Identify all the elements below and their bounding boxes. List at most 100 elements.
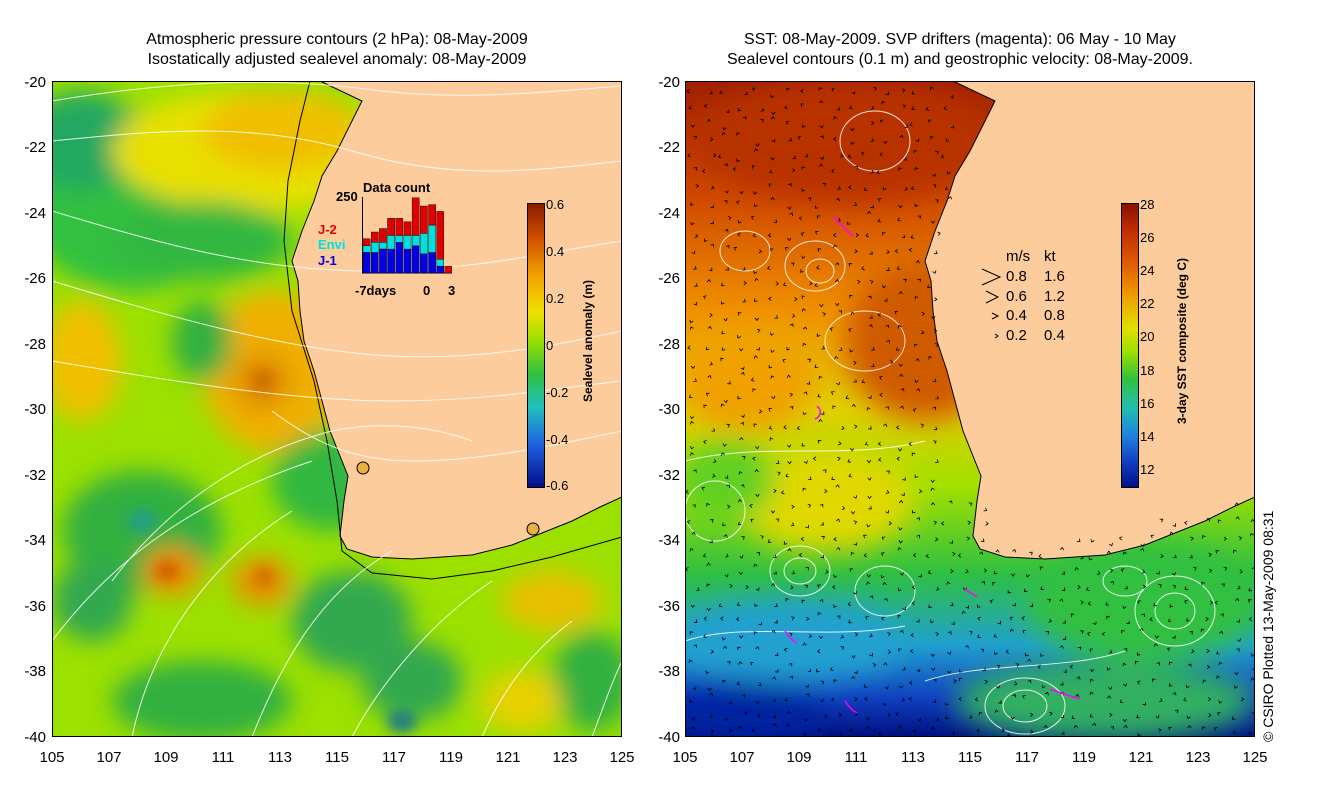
velocity-arrow	[910, 185, 915, 190]
velocity-arrow	[948, 196, 953, 200]
velocity-arrow	[755, 493, 760, 498]
velocity-arrow	[1049, 711, 1053, 716]
velocity-arrow	[736, 132, 741, 136]
velocity-arrow	[1080, 600, 1084, 605]
velocity-arrow	[1172, 584, 1177, 589]
velocity-arrow	[838, 441, 842, 446]
velocity-arrow	[1184, 586, 1189, 590]
velocity-arrow	[951, 621, 955, 625]
velocity-arrow	[1205, 616, 1209, 622]
velocity-arrow	[949, 540, 953, 544]
velocity-arrow	[1105, 601, 1109, 606]
velocity-arrow	[817, 393, 821, 398]
velocity-arrow	[935, 199, 939, 203]
velocity-arrow	[1206, 518, 1211, 522]
velocity-arrow	[853, 591, 858, 595]
velocity-arrow	[704, 238, 708, 243]
velocity-arrow	[737, 498, 743, 503]
inset-xlabel-left: -7days	[355, 283, 397, 298]
right-australia-land	[924, 81, 1255, 560]
right-cb-tick: 18	[1140, 363, 1155, 378]
lon-tick: 109	[153, 749, 179, 766]
velocity-arrow	[749, 503, 753, 508]
inset-bar-envi	[362, 245, 371, 253]
velocity-arrow	[841, 425, 845, 431]
inset-bar-j2	[428, 204, 436, 226]
velocity-arrow	[814, 364, 819, 368]
velocity-arrow	[724, 162, 729, 167]
velocity-arrow	[930, 653, 935, 657]
velocity-arrow	[962, 587, 968, 591]
velocity-arrow	[847, 458, 852, 463]
velocity-arrow	[899, 373, 904, 378]
velocity-arrow	[787, 206, 792, 210]
velocity-arrow	[901, 88, 906, 93]
velocity-arrow	[869, 315, 873, 319]
velocity-arrow	[706, 502, 710, 507]
velocity-arrow	[773, 488, 777, 494]
velocity-arrow	[690, 124, 695, 128]
velocity-arrow	[984, 679, 988, 684]
velocity-arrow	[769, 248, 774, 252]
velocity-arrow	[904, 124, 909, 128]
velocity-arrow	[884, 685, 889, 690]
velocity-arrow	[833, 244, 838, 249]
velocity-arrow	[870, 169, 875, 174]
velocity-arrow	[814, 205, 819, 209]
velocity-arrow	[908, 696, 912, 702]
inset-bar-j2	[370, 231, 379, 243]
velocity-arrow	[693, 265, 697, 270]
velocity-arrow	[737, 521, 742, 526]
lon-tick: 115	[325, 749, 349, 766]
velocity-arrow	[879, 119, 884, 124]
velocity-arrow	[819, 303, 824, 308]
velocity-arrow	[850, 311, 855, 316]
velocity-arrow	[1077, 646, 1082, 651]
velocity-arrow	[750, 518, 754, 523]
velocity-arrow	[740, 371, 745, 376]
velocity-arrow	[847, 221, 851, 225]
velocity-arrow	[1141, 569, 1146, 574]
velocity-arrow	[863, 534, 867, 539]
velocity-arrow	[690, 604, 695, 608]
velocity-arrow	[754, 468, 759, 473]
velocity-arrow	[710, 729, 715, 734]
velocity-arrow	[770, 349, 775, 354]
velocity-arrow	[869, 653, 873, 657]
velocity-arrow	[833, 604, 837, 608]
velocity-arrow	[945, 702, 949, 706]
inset-ymax: 250	[336, 189, 358, 204]
velocity-arrow	[1047, 598, 1051, 603]
velocity-arrow	[898, 685, 904, 689]
velocity-arrow	[790, 262, 795, 266]
velocity-arrow	[769, 94, 775, 99]
velocity-arrow	[1237, 585, 1241, 590]
velocity-arrow	[703, 440, 707, 445]
velocity-arrow	[885, 249, 890, 254]
velocity-arrow	[808, 476, 812, 480]
velocity-arrow	[819, 100, 824, 104]
velocity-arrow	[901, 492, 905, 497]
velocity-arrow	[849, 294, 853, 299]
velocity-arrow	[819, 698, 824, 703]
velocity-arrow	[822, 182, 827, 187]
velocity-arrow	[1073, 724, 1078, 729]
inset-bar-j1	[395, 242, 404, 274]
velocity-arrow	[913, 149, 918, 154]
velocity-arrow	[703, 616, 707, 621]
velocity-arrow	[877, 312, 881, 318]
velocity-arrow	[871, 363, 875, 367]
velocity-arrow	[931, 316, 936, 320]
velocity-arrow	[853, 520, 858, 525]
velocity-arrow	[917, 278, 921, 283]
velocity-arrow	[830, 391, 835, 395]
velocity-arrow	[729, 583, 733, 589]
velocity-arrow	[1122, 718, 1128, 723]
velocity-arrow	[723, 534, 728, 538]
velocity-arrow	[993, 570, 998, 575]
velocity-arrow	[738, 661, 743, 665]
velocity-arrow	[1248, 587, 1253, 592]
velocity-arrow	[1167, 647, 1171, 652]
velocity-arrow	[723, 317, 728, 322]
velocity-arrow	[750, 215, 755, 220]
